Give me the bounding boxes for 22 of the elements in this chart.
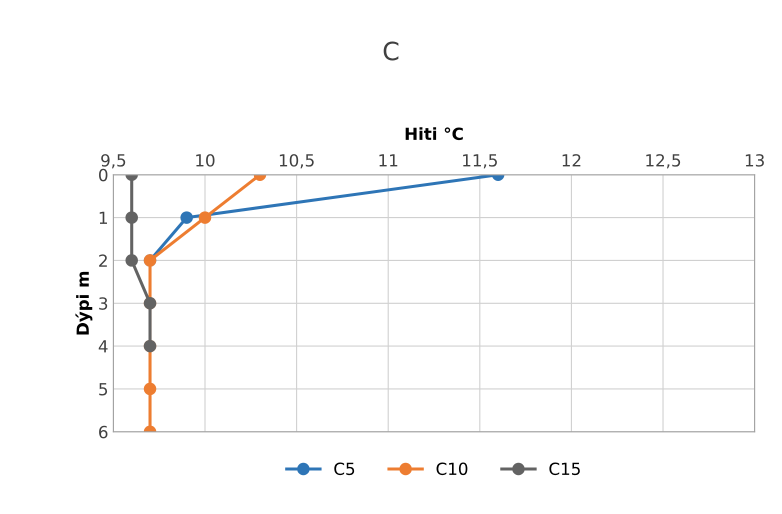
y-tick-label: 4 bbox=[98, 340, 108, 352]
x-axis-title: Hiti °C bbox=[406, 127, 463, 140]
x-tick-label: 11,5 bbox=[463, 154, 497, 168]
y-tick-label: 0 bbox=[99, 168, 108, 182]
x-tick-label: 10,5 bbox=[280, 154, 314, 168]
point bbox=[125, 254, 138, 267]
y-tick-label: 1 bbox=[100, 212, 107, 224]
legend-label: C15 bbox=[549, 462, 580, 476]
x-tick-label: 12 bbox=[562, 154, 580, 166]
x-tick-label: 11 bbox=[379, 154, 398, 166]
y-tick-label: 5 bbox=[99, 383, 108, 396]
x-tick-label: 13 bbox=[746, 154, 764, 167]
x-tick-label: 9,5 bbox=[101, 154, 126, 168]
y-axis-title: Dýpi m bbox=[75, 272, 92, 334]
chart-title: C bbox=[384, 42, 398, 60]
y-tick-label: 6 bbox=[99, 426, 108, 438]
x-tick-label: 10 bbox=[196, 154, 214, 167]
x-tick-label: 12,5 bbox=[646, 154, 680, 168]
y-tick-label: 2 bbox=[99, 254, 107, 267]
y-tick-label: 3 bbox=[99, 297, 108, 310]
legend-label: C5 bbox=[334, 462, 354, 476]
legend-label: C10 bbox=[436, 462, 468, 476]
